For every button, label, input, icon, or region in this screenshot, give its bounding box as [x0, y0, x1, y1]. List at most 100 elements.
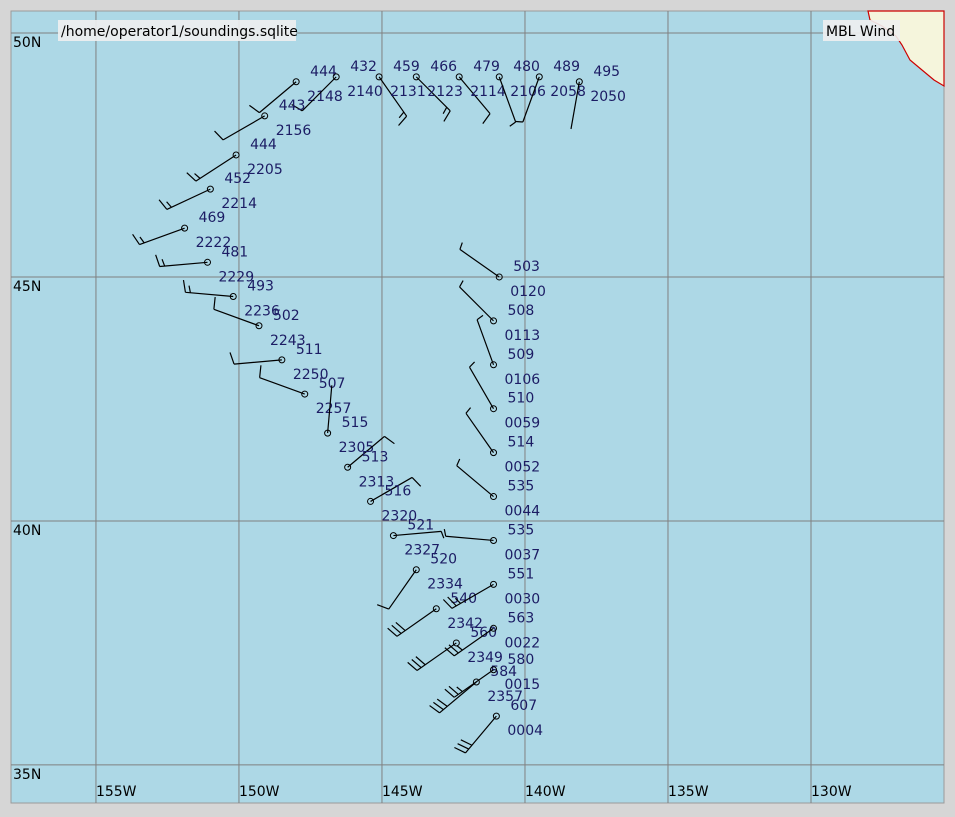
station: [344, 463, 352, 471]
time-label: 0113: [505, 328, 541, 344]
time-label: 2349: [467, 650, 503, 666]
time-label: 0059: [505, 416, 541, 432]
value-label: 480: [513, 59, 540, 75]
value-label: 580: [508, 652, 535, 668]
time-label: 0037: [505, 547, 541, 563]
time-label: 2058: [550, 84, 586, 100]
time-label: 2222: [196, 235, 232, 251]
value-label: 516: [385, 483, 412, 499]
value-label: 520: [430, 552, 457, 568]
wind-barb: [370, 476, 422, 502]
station: [490, 449, 498, 457]
wind-barb: [442, 583, 494, 609]
value-label: 560: [470, 625, 497, 641]
time-label: 2357: [487, 689, 523, 705]
time-label: 2140: [347, 84, 383, 100]
wind-barb: [259, 365, 305, 395]
time-label: 0022: [505, 635, 541, 651]
time-label: 2327: [404, 543, 440, 559]
station: [367, 497, 375, 505]
value-label: 515: [342, 415, 369, 431]
value-label: 511: [296, 342, 323, 358]
station: [255, 322, 263, 330]
lat-label: 45N: [13, 279, 41, 295]
lat-label: 35N: [13, 767, 41, 783]
legend: MBL Wind: [826, 24, 895, 40]
wind-barb: [249, 81, 297, 114]
station: [490, 624, 498, 632]
wind-barb: [155, 254, 208, 268]
value-label: 489: [553, 59, 580, 75]
time-label: 2257: [316, 401, 352, 417]
station: [455, 73, 463, 81]
wind-barb: [444, 627, 494, 657]
value-label: 535: [508, 522, 535, 538]
station: [412, 73, 420, 81]
time-label: 2243: [270, 333, 306, 349]
station: [261, 112, 269, 120]
time-label: 2342: [447, 616, 483, 632]
value-label: 503: [513, 259, 540, 275]
time-label: 0106: [505, 372, 541, 388]
station: [181, 224, 189, 232]
value-label: 493: [247, 278, 274, 294]
value-label: 563: [508, 610, 535, 626]
station: [206, 185, 214, 193]
wind-barb: [476, 314, 495, 365]
time-label: 2148: [307, 89, 343, 105]
station: [412, 566, 420, 574]
lon-label: 135W: [668, 784, 709, 800]
map-area: [10, 10, 945, 804]
value-label: 551: [508, 566, 535, 582]
station: [324, 429, 332, 437]
wind-barb: [459, 242, 500, 278]
wind-barb: [459, 280, 494, 322]
value-label: 443: [279, 98, 306, 114]
wind-barb: [214, 115, 266, 141]
value-label: 507: [319, 376, 346, 392]
wind-barb: [158, 188, 211, 210]
station: [495, 273, 503, 281]
legend-box: [823, 20, 900, 41]
value-label: 540: [450, 591, 477, 607]
station: [432, 605, 440, 613]
time-label: 2156: [276, 123, 312, 139]
time-label: 0015: [505, 677, 541, 693]
time-label: 2050: [590, 89, 626, 105]
time-label: 0004: [507, 723, 543, 739]
value-label: 459: [393, 59, 420, 75]
time-label: 2334: [427, 577, 463, 593]
value-label: 513: [362, 449, 389, 465]
time-label: 0030: [505, 591, 541, 607]
station: [452, 639, 460, 647]
time-label: 2114: [470, 84, 506, 100]
time-label: 2236: [244, 303, 280, 319]
grid: 50N 45N 40N 35N 155W 150W 145W 140W 135W 130W: [11, 11, 944, 803]
station: [575, 78, 583, 86]
wind-barb: [465, 407, 495, 453]
lat-label: 50N: [13, 35, 41, 51]
value-label: 509: [508, 347, 535, 363]
wind-barb: [444, 669, 494, 698]
value-label: 584: [490, 664, 517, 680]
title-box: [58, 20, 296, 41]
wind-barb: [186, 154, 237, 182]
lon-label: 145W: [382, 784, 423, 800]
wind-barb: [132, 227, 185, 246]
value-label: 479: [473, 59, 500, 75]
time-label: 0120: [510, 284, 546, 300]
wind-barb: [213, 296, 260, 327]
wind-barb: [387, 608, 437, 637]
lon-label: 140W: [525, 784, 566, 800]
station: [203, 258, 211, 266]
wind-barb: [415, 76, 451, 122]
wind-barb: [407, 642, 457, 671]
value-label: 521: [407, 518, 434, 534]
station: [490, 317, 498, 325]
wind-barb: [182, 279, 234, 298]
value-label: 510: [508, 391, 535, 407]
value-label: 444: [310, 64, 337, 80]
